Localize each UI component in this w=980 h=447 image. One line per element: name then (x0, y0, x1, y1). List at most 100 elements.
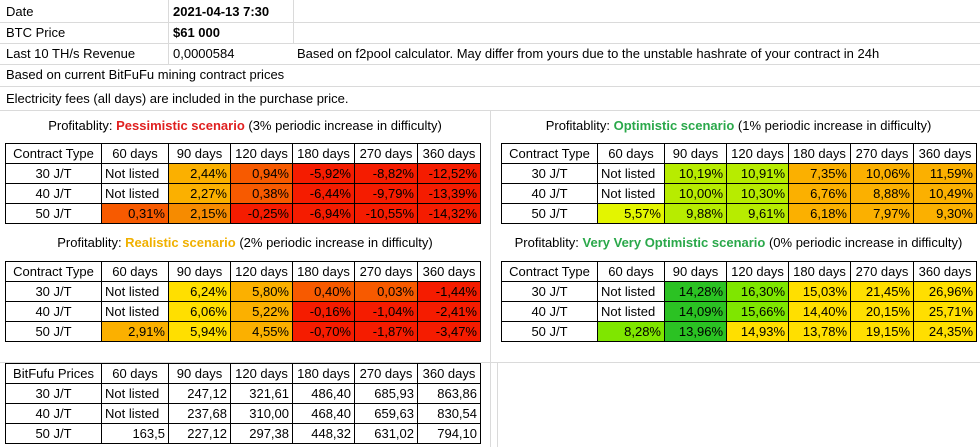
btc-price-value: $61 000 (173, 25, 220, 40)
value-cell: 794,10 (417, 423, 481, 444)
header-row: Contract Type 60 days 90 days 120 days 180 d… (5, 261, 481, 282)
caption-optimistic: Profitablity: Optimistic scenario (1% pe… (497, 116, 980, 136)
prices-table: BitFufu Prices 60 days 90 days 120 days 180 … (5, 363, 481, 444)
value-cell: -1,04% (354, 301, 418, 322)
value-cell: Not listed (101, 301, 169, 322)
value-cell: -1,87% (354, 321, 418, 342)
value-cell: 6,06% (168, 301, 231, 322)
caption-scenario: Pessimistic scenario (116, 118, 245, 133)
pessimistic-table: Contract Type 60 days 90 days 120 days 180 d… (5, 143, 481, 224)
date-value: 2021-04-13 7:30 (173, 4, 270, 19)
value-cell: 14,28% (664, 281, 727, 302)
table-row: 30 J/T Not listed 6,24% 5,80% 0,40% 0,03% -1,4… (5, 281, 481, 302)
column-header: 360 days (417, 363, 481, 384)
caption-prefix: Profitablity: (57, 235, 126, 250)
value-cell: 6,76% (788, 183, 851, 204)
column-header: 90 days (168, 363, 231, 384)
column-header: 120 days (230, 261, 293, 282)
contract-type-cell: 30 J/T (5, 163, 102, 184)
header-row: BitFufu Prices 60 days 90 days 120 days 180 … (5, 363, 481, 384)
value-cell: -0,25% (230, 203, 293, 224)
caption-suffix: (2% periodic increase in difficulty) (235, 235, 433, 250)
value-cell: Not listed (597, 301, 665, 322)
value-cell: -10,55% (354, 203, 418, 224)
btc-price-label: BTC Price (6, 25, 66, 40)
value-cell: 4,55% (230, 321, 293, 342)
value-cell: 14,09% (664, 301, 727, 322)
value-cell: 10,91% (726, 163, 789, 184)
value-cell: 9,61% (726, 203, 789, 224)
column-header: 270 days (850, 261, 914, 282)
value-cell: 0,31% (101, 203, 169, 224)
contract-type-cell: 40 J/T (5, 301, 102, 322)
column-header: 90 days (664, 143, 727, 164)
contract-type-cell: 50 J/T (501, 321, 598, 342)
value-cell: Not listed (101, 403, 169, 424)
caption-pessimistic: Profitablity: Pessimistic scenario (3% p… (0, 116, 490, 136)
value-cell: 9,30% (913, 203, 977, 224)
column-header: 90 days (664, 261, 727, 282)
table-row: 30 J/T Not listed 14,28% 16,30% 15,03% 21,45%… (501, 281, 977, 302)
value-cell: -3,47% (417, 321, 481, 342)
value-cell: 8,28% (597, 321, 665, 342)
value-cell: Not listed (597, 281, 665, 302)
value-cell: 9,88% (664, 203, 727, 224)
value-cell: 0,03% (354, 281, 418, 302)
table-row: 40 J/T Not listed 6,06% 5,22% -0,16% -1,04% -2… (5, 301, 481, 322)
contract-type-cell: 40 J/T (5, 403, 102, 424)
column-header: Contract Type (5, 261, 102, 282)
contract-type-cell: 50 J/T (501, 203, 598, 224)
column-header: Contract Type (5, 143, 102, 164)
revenue-label: Last 10 TH/s Revenue (6, 46, 136, 61)
value-cell: 10,19% (664, 163, 727, 184)
caption-prefix: Profitablity: (514, 235, 583, 250)
value-cell: Not listed (597, 163, 665, 184)
value-cell: -0,16% (292, 301, 355, 322)
value-cell: 247,12 (168, 383, 231, 404)
value-cell: 7,97% (850, 203, 914, 224)
value-cell: Not listed (101, 383, 169, 404)
contract-type-cell: 30 J/T (501, 163, 598, 184)
value-cell: -12,52% (417, 163, 481, 184)
value-cell: 448,32 (292, 423, 355, 444)
value-cell: -2,41% (417, 301, 481, 322)
value-cell: 486,40 (292, 383, 355, 404)
column-header: 270 days (354, 143, 418, 164)
table-row: 50 J/T 0,31% 2,15% -0,25% -6,94% -10,55% -14,3… (5, 203, 481, 224)
value-cell: -1,44% (417, 281, 481, 302)
column-header: 60 days (101, 261, 169, 282)
contract-type-cell: 30 J/T (5, 383, 102, 404)
table-row: 40 J/T Not listed 10,00% 10,30% 6,76% 8,88% 10… (501, 183, 977, 204)
column-header: BitFufu Prices (5, 363, 102, 384)
table-row: 30 J/T Not listed 2,44% 0,94% -5,92% -8,82% -1… (5, 163, 481, 184)
value-cell: 2,91% (101, 321, 169, 342)
value-cell: 24,35% (913, 321, 977, 342)
column-header: 60 days (597, 143, 665, 164)
value-cell: 297,38 (230, 423, 293, 444)
value-cell: -0,70% (292, 321, 355, 342)
value-cell: 631,02 (354, 423, 418, 444)
value-cell: 5,80% (230, 281, 293, 302)
value-cell: -8,82% (354, 163, 418, 184)
value-cell: 10,00% (664, 183, 727, 204)
value-cell: Not listed (101, 183, 169, 204)
table-row: 50 J/T 8,28% 13,96% 14,93% 13,78% 19,15% 24,35… (501, 321, 977, 342)
value-cell: 15,03% (788, 281, 851, 302)
table-row: 40 J/T Not listed 2,27% 0,38% -6,44% -9,79% -1… (5, 183, 481, 204)
caption-scenario: Optimistic scenario (613, 118, 735, 133)
value-cell: 16,30% (726, 281, 789, 302)
column-header: 120 days (726, 143, 789, 164)
column-header: 180 days (292, 363, 355, 384)
value-cell: 25,71% (913, 301, 977, 322)
value-cell: 21,45% (850, 281, 914, 302)
value-cell: Not listed (597, 183, 665, 204)
column-header: 270 days (354, 261, 418, 282)
contract-type-cell: 50 J/T (5, 203, 102, 224)
value-cell: 5,22% (230, 301, 293, 322)
column-header: 120 days (230, 143, 293, 164)
value-cell: 310,00 (230, 403, 293, 424)
caption-very-optimistic: Profitablity: Very Very Optimistic scena… (497, 233, 980, 253)
column-header: 120 days (726, 261, 789, 282)
value-cell: -6,44% (292, 183, 355, 204)
